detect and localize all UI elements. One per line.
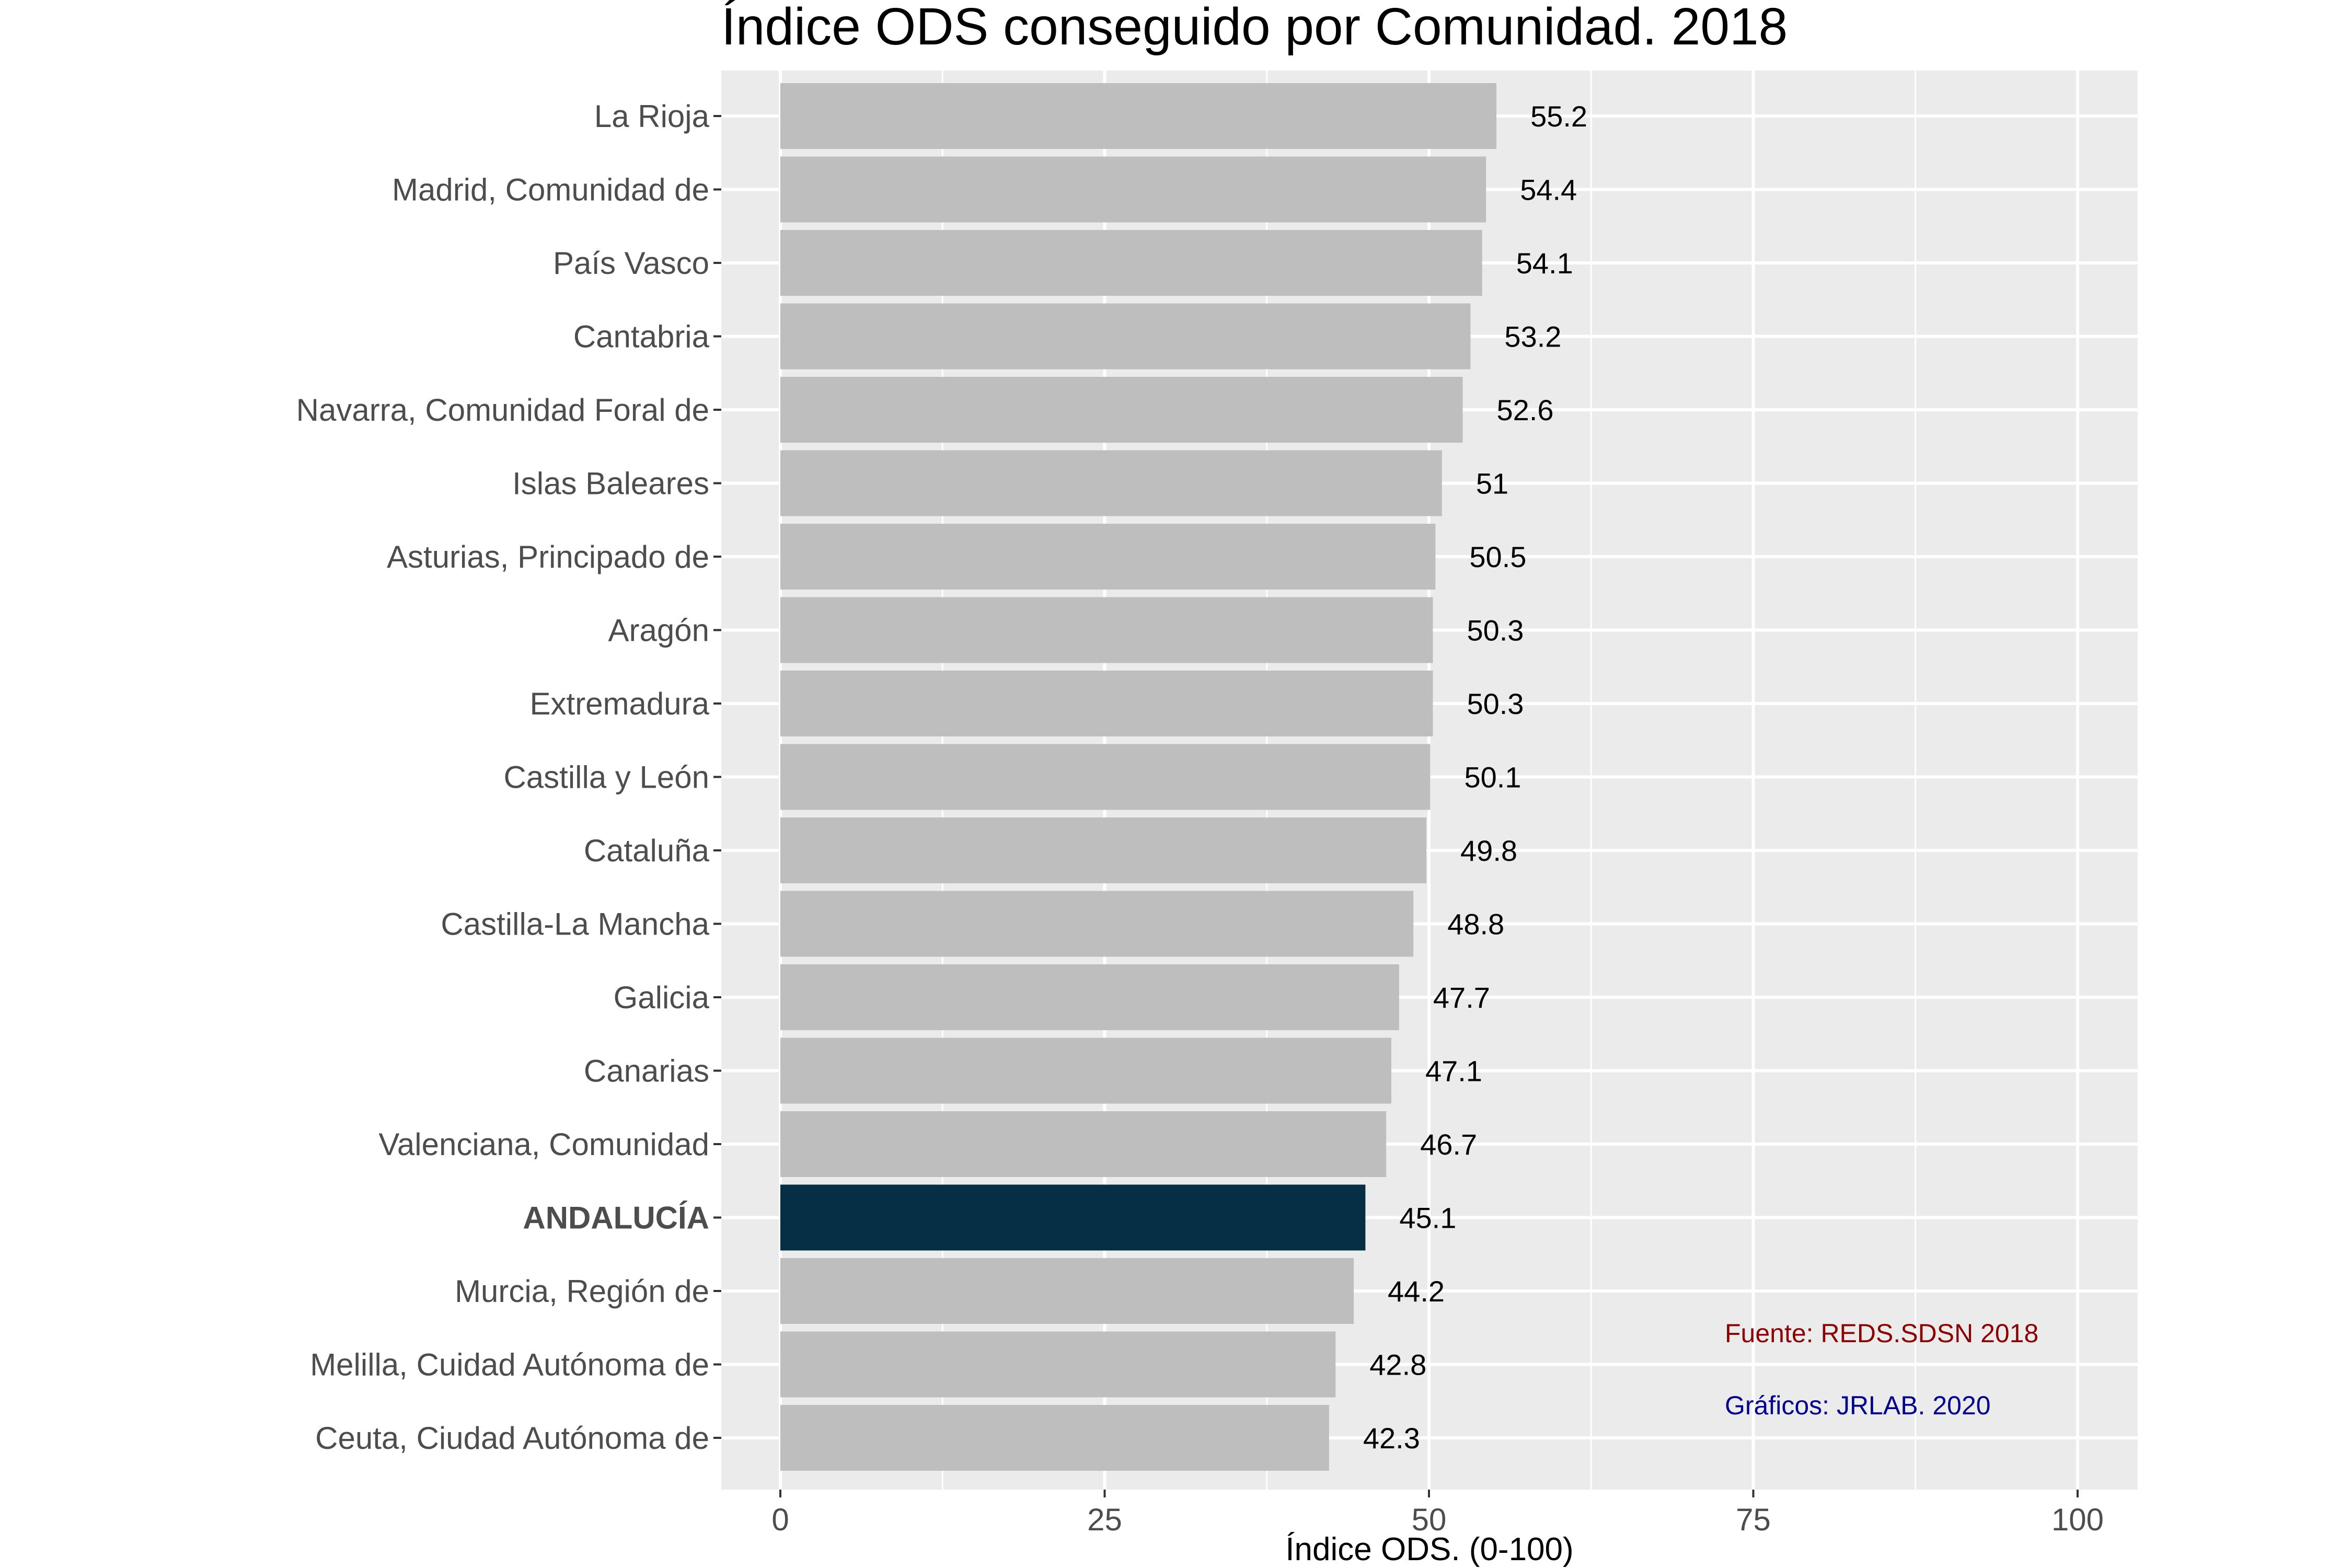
bar — [780, 597, 1433, 663]
bar — [780, 524, 1436, 590]
bar — [780, 964, 1399, 1030]
bar — [780, 1331, 1336, 1398]
value-label: 50.3 — [1467, 687, 1524, 720]
axes: La Rioja Madrid, Comunidad de País Vasco Ca… — [296, 99, 2104, 1537]
bar — [780, 303, 1471, 370]
x-axis-title: Índice ODS. (0-100) — [1285, 1531, 1573, 1567]
value-label: 46.7 — [1420, 1128, 1477, 1161]
category-label: Asturias, Principado de — [387, 539, 709, 574]
value-label: 54.1 — [1516, 247, 1573, 280]
value-label: 44.2 — [1388, 1275, 1445, 1308]
value-label: 50.1 — [1464, 761, 1521, 794]
bar — [780, 671, 1433, 736]
x-tick-label: 100 — [2051, 1502, 2104, 1537]
bar — [780, 230, 1482, 296]
category-label: Galicia — [614, 980, 710, 1015]
bar — [780, 83, 1497, 149]
value-label: 47.7 — [1433, 981, 1490, 1014]
bar — [780, 1037, 1392, 1104]
source-annotation: Fuente: REDS.SDSN 2018 — [1725, 1319, 2038, 1348]
value-label: 47.1 — [1425, 1055, 1482, 1088]
category-label: Melilla, Cuidad Autónoma de — [310, 1347, 709, 1382]
bar — [780, 744, 1431, 810]
x-tick-label: 75 — [1736, 1502, 1771, 1537]
bar — [780, 1405, 1329, 1471]
category-label: ANDALUCÍA — [523, 1201, 709, 1236]
x-tick-label: 50 — [1412, 1502, 1447, 1537]
value-label: 42.8 — [1369, 1348, 1426, 1381]
bar — [780, 1111, 1387, 1177]
category-label: Navarra, Comunidad Foral de — [296, 393, 709, 428]
value-label: 53.2 — [1504, 320, 1561, 353]
value-label: 49.8 — [1460, 834, 1517, 867]
credit-annotation: Gráficos: JRLAB. 2020 — [1725, 1391, 1991, 1420]
bar — [780, 817, 1427, 883]
chart-title: Índice ODS conseguido por Comunidad. 201… — [721, 0, 1788, 56]
value-label: 51 — [1476, 467, 1508, 500]
category-label: Islas Baleares — [512, 466, 709, 501]
value-label: 45.1 — [1399, 1202, 1456, 1235]
bar — [780, 377, 1463, 443]
bar — [780, 450, 1442, 516]
bar — [780, 156, 1486, 223]
category-label: Aragón — [608, 613, 709, 648]
category-label: Extremadura — [530, 686, 710, 721]
value-label: 55.2 — [1530, 100, 1587, 133]
category-label: Madrid, Comunidad de — [392, 172, 709, 207]
x-tick-label: 25 — [1087, 1502, 1122, 1537]
category-label: Castilla y León — [503, 760, 709, 795]
category-label: Ceuta, Ciudad Autónoma de — [315, 1421, 709, 1456]
category-label: Cataluña — [584, 833, 710, 868]
value-label: 50.5 — [1469, 540, 1526, 573]
value-label: 54.4 — [1520, 174, 1577, 206]
bar — [780, 891, 1414, 957]
category-label: Valenciana, Comunidad — [378, 1127, 709, 1162]
category-label: Murcia, Región de — [455, 1274, 709, 1309]
category-label: Cantabria — [573, 319, 710, 354]
value-label: 50.3 — [1467, 614, 1524, 647]
value-label: 42.3 — [1363, 1422, 1420, 1455]
bar-highlight — [780, 1184, 1366, 1251]
bars: 55.2 54.4 54.1 53.2 52.6 51 50.5 50.3 50.3 50.1 49… — [780, 83, 1587, 1471]
category-label: Castilla-La Mancha — [441, 907, 709, 942]
category-label: Canarias — [584, 1054, 709, 1089]
bar — [780, 1258, 1354, 1324]
category-label: La Rioja — [594, 99, 710, 134]
value-label: 52.6 — [1497, 394, 1554, 426]
category-label: País Vasco — [553, 246, 709, 281]
x-tick-label: 0 — [771, 1502, 789, 1537]
value-label: 48.8 — [1447, 908, 1504, 941]
